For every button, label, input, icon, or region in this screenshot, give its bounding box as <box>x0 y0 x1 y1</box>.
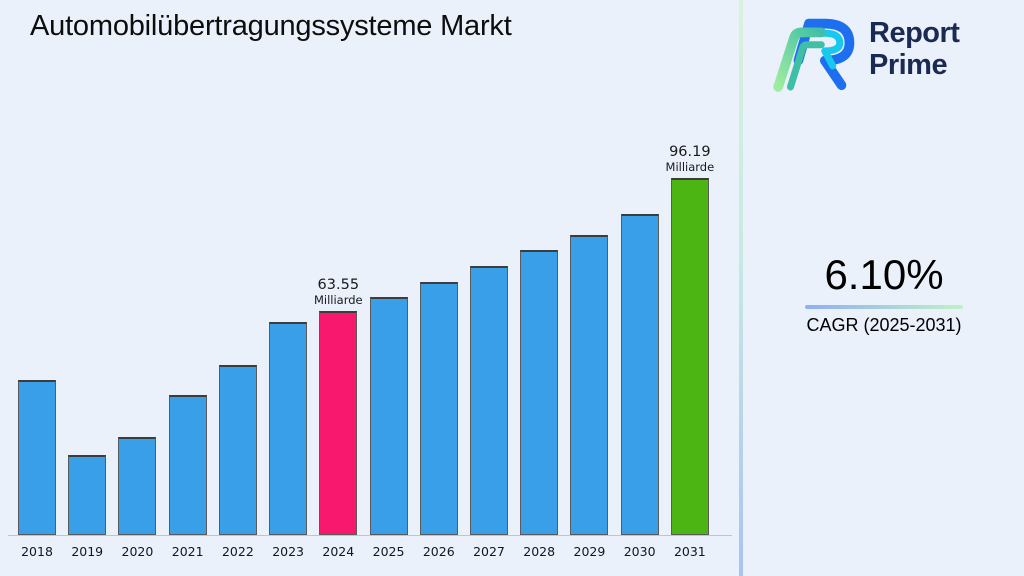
x-axis-label-2028: 2028 <box>523 544 556 559</box>
x-axis-label-2022: 2022 <box>221 544 254 559</box>
bar-2028: 2028 <box>520 250 559 559</box>
x-axis-label-2031: 2031 <box>673 544 706 559</box>
x-axis-label-2025: 2025 <box>372 544 405 559</box>
report-prime-logo-icon <box>773 18 855 92</box>
page-title: Automobilübertragungssysteme Markt <box>30 10 512 42</box>
report-prime-logo-text: Report Prime <box>869 17 960 82</box>
panel-divider <box>739 0 743 576</box>
logo-text-line2: Prime <box>869 49 948 81</box>
cagr-panel: 6.10% CAGR (2025-2031) <box>745 251 1023 336</box>
bar-2020: 2020 <box>118 437 157 559</box>
logo-text-line1: Report <box>869 17 960 50</box>
cagr-underline <box>805 305 963 310</box>
bar-value-annotation-2031: 96.19 Milliarde <box>665 144 715 175</box>
bar-2018: 2018 <box>18 380 56 559</box>
bar-value-annotation-2024: 63.55 Milliarde <box>313 277 363 308</box>
bar-2025: 2025 <box>369 297 408 559</box>
x-axis-label-2030: 2030 <box>623 544 656 559</box>
bar-2021: 2021 <box>168 395 207 559</box>
bar-2031: 96.19 Milliarde 2031 <box>666 144 715 559</box>
bar-2026: 2026 <box>419 282 458 559</box>
x-axis-label-2027: 2027 <box>473 544 505 559</box>
x-axis-label-2026: 2026 <box>422 544 455 559</box>
bar-chart: 2018 2019 2020 2021 2022 2023 63.55 Milliarde 20… <box>18 0 715 559</box>
bar-2030: 2030 <box>620 214 659 559</box>
bar-2024: 63.55 Milliarde 2024 <box>314 277 363 559</box>
report-prime-logo: Report Prime <box>772 6 960 94</box>
x-axis-label-2019: 2019 <box>71 544 104 559</box>
x-axis-label-2020: 2020 <box>121 544 154 559</box>
bar-2027: 2027 <box>469 266 508 559</box>
bar-2019: 2019 <box>68 455 107 559</box>
cagr-value: 6.10% <box>824 251 944 298</box>
x-axis-label-2018: 2018 <box>21 544 53 559</box>
x-axis-label-2021: 2021 <box>171 544 204 559</box>
x-axis-label-2023: 2023 <box>272 544 304 559</box>
cagr-label: CAGR (2025-2031) <box>806 315 962 336</box>
x-axis-line <box>8 535 732 536</box>
bar-2029: 2029 <box>570 235 609 559</box>
x-axis-label-2024: 2024 <box>322 544 355 559</box>
x-axis-label-2029: 2029 <box>573 544 606 559</box>
bar-2022: 2022 <box>218 365 257 559</box>
bar-2023: 2023 <box>269 322 308 559</box>
